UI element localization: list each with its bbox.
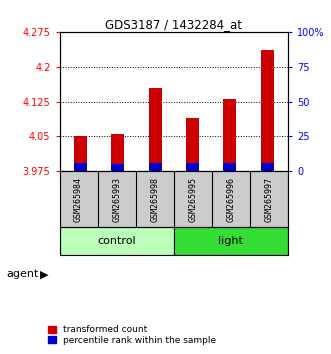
Bar: [186, 118, 199, 171]
Text: GSM265995: GSM265995: [188, 177, 197, 222]
Bar: [223, 163, 236, 171]
Text: GSM265993: GSM265993: [112, 177, 121, 222]
Bar: [111, 134, 124, 171]
Text: GSM265997: GSM265997: [264, 177, 273, 222]
Bar: [186, 163, 199, 171]
Text: GSM265984: GSM265984: [74, 177, 83, 222]
Bar: [223, 99, 236, 171]
Text: control: control: [97, 236, 136, 246]
Bar: [261, 51, 274, 171]
Bar: [60, 227, 174, 255]
Text: ▶: ▶: [40, 269, 49, 279]
Legend: transformed count, percentile rank within the sample: transformed count, percentile rank withi…: [48, 324, 217, 346]
Text: GSM265996: GSM265996: [226, 177, 235, 222]
Bar: [174, 227, 288, 255]
Bar: [149, 163, 162, 171]
Title: GDS3187 / 1432284_at: GDS3187 / 1432284_at: [105, 18, 242, 31]
Bar: [111, 164, 124, 171]
Bar: [261, 163, 274, 171]
Bar: [149, 88, 162, 171]
Text: agent: agent: [7, 269, 39, 279]
Text: GSM265998: GSM265998: [150, 177, 159, 222]
Bar: [73, 163, 87, 171]
Bar: [73, 136, 87, 171]
Text: light: light: [218, 236, 243, 246]
